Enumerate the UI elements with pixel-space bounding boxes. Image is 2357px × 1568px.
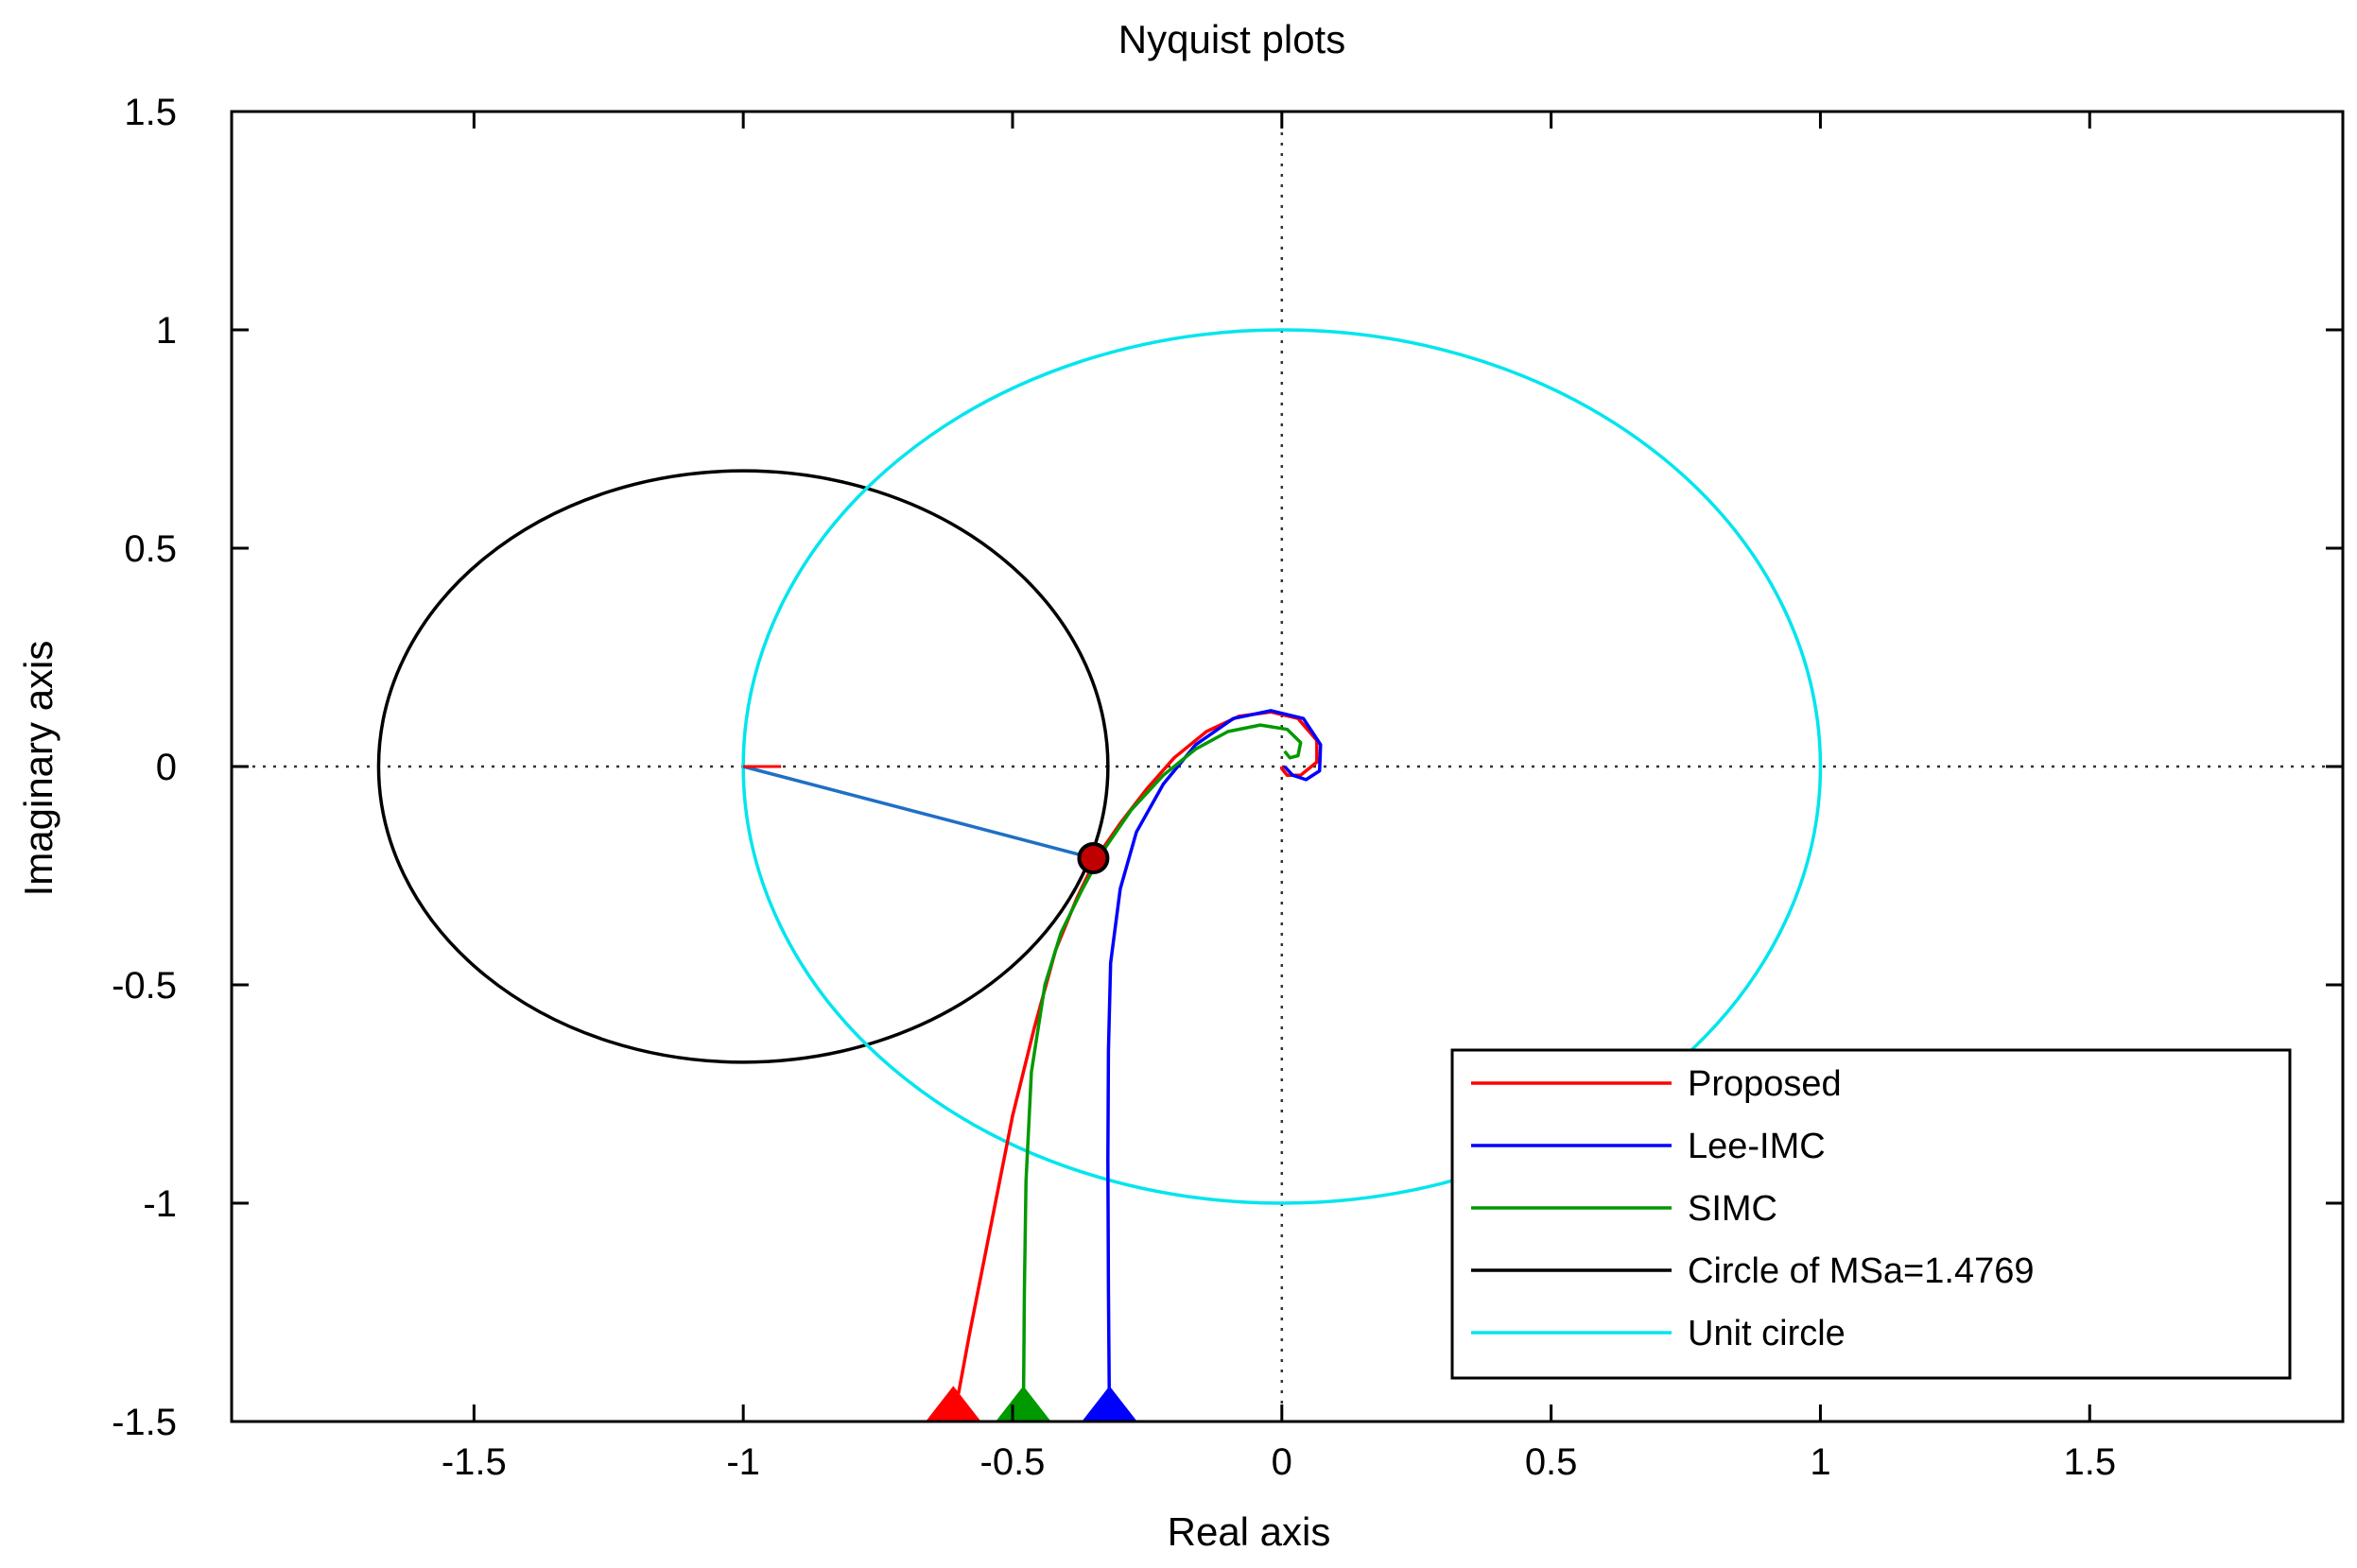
x-axis-label: Real axis xyxy=(1168,1509,1331,1554)
y-tick-label: -1.5 xyxy=(112,1402,177,1443)
x-tick-label: 0.5 xyxy=(1525,1441,1578,1483)
legend-label: Lee-IMC xyxy=(1688,1127,1826,1166)
x-tick-label: -0.5 xyxy=(980,1441,1046,1483)
y-axis-label: Imaginary axis xyxy=(16,641,61,897)
series-circle-of-msa-1-4769 xyxy=(376,469,1110,1064)
legend-box xyxy=(1450,1048,2292,1380)
y-tick-label: 0 xyxy=(156,747,177,788)
direction-arrow xyxy=(925,1386,982,1422)
legend-label: Unit circle xyxy=(1688,1314,1846,1353)
touch-point-marker xyxy=(1077,842,1110,875)
y-tick-label: -1 xyxy=(143,1183,177,1225)
y-tick-label: 0.5 xyxy=(124,528,177,570)
annotations xyxy=(742,765,1138,1422)
legend-label: Proposed xyxy=(1688,1064,1842,1104)
series-proposed xyxy=(951,710,1319,1422)
chart-title: Nyquist plots xyxy=(1118,17,1345,61)
series-lee-imc xyxy=(1106,709,1323,1422)
series-simc xyxy=(1021,723,1303,1422)
radius-line xyxy=(742,765,1094,860)
axis-ticks: -1.5 -1 -0.5 0 0.5 1 1.5 -1.5 -1 -0.5 0 0.5 1 1.5 xyxy=(112,92,2343,1483)
direction-arrow xyxy=(1081,1386,1138,1422)
legend: Proposed Lee-IMC SIMC Circle of MSa=1.4769 U… xyxy=(1450,1048,2292,1380)
x-tick-label: 1 xyxy=(1810,1441,1830,1483)
x-tick-label: 0 xyxy=(1272,1441,1292,1483)
x-tick-label: 1.5 xyxy=(2063,1441,2116,1483)
legend-label: Circle of MSa=1.4769 xyxy=(1688,1251,2034,1291)
x-tick-label: -1.5 xyxy=(442,1441,507,1483)
plot-area xyxy=(376,328,1823,1422)
y-tick-label: -0.5 xyxy=(112,965,177,1007)
direction-arrow xyxy=(995,1386,1052,1422)
y-tick-label: 1 xyxy=(156,310,177,352)
y-tick-label: 1.5 xyxy=(124,92,177,133)
legend-label: SIMC xyxy=(1688,1189,1777,1229)
x-tick-label: -1 xyxy=(726,1441,760,1483)
